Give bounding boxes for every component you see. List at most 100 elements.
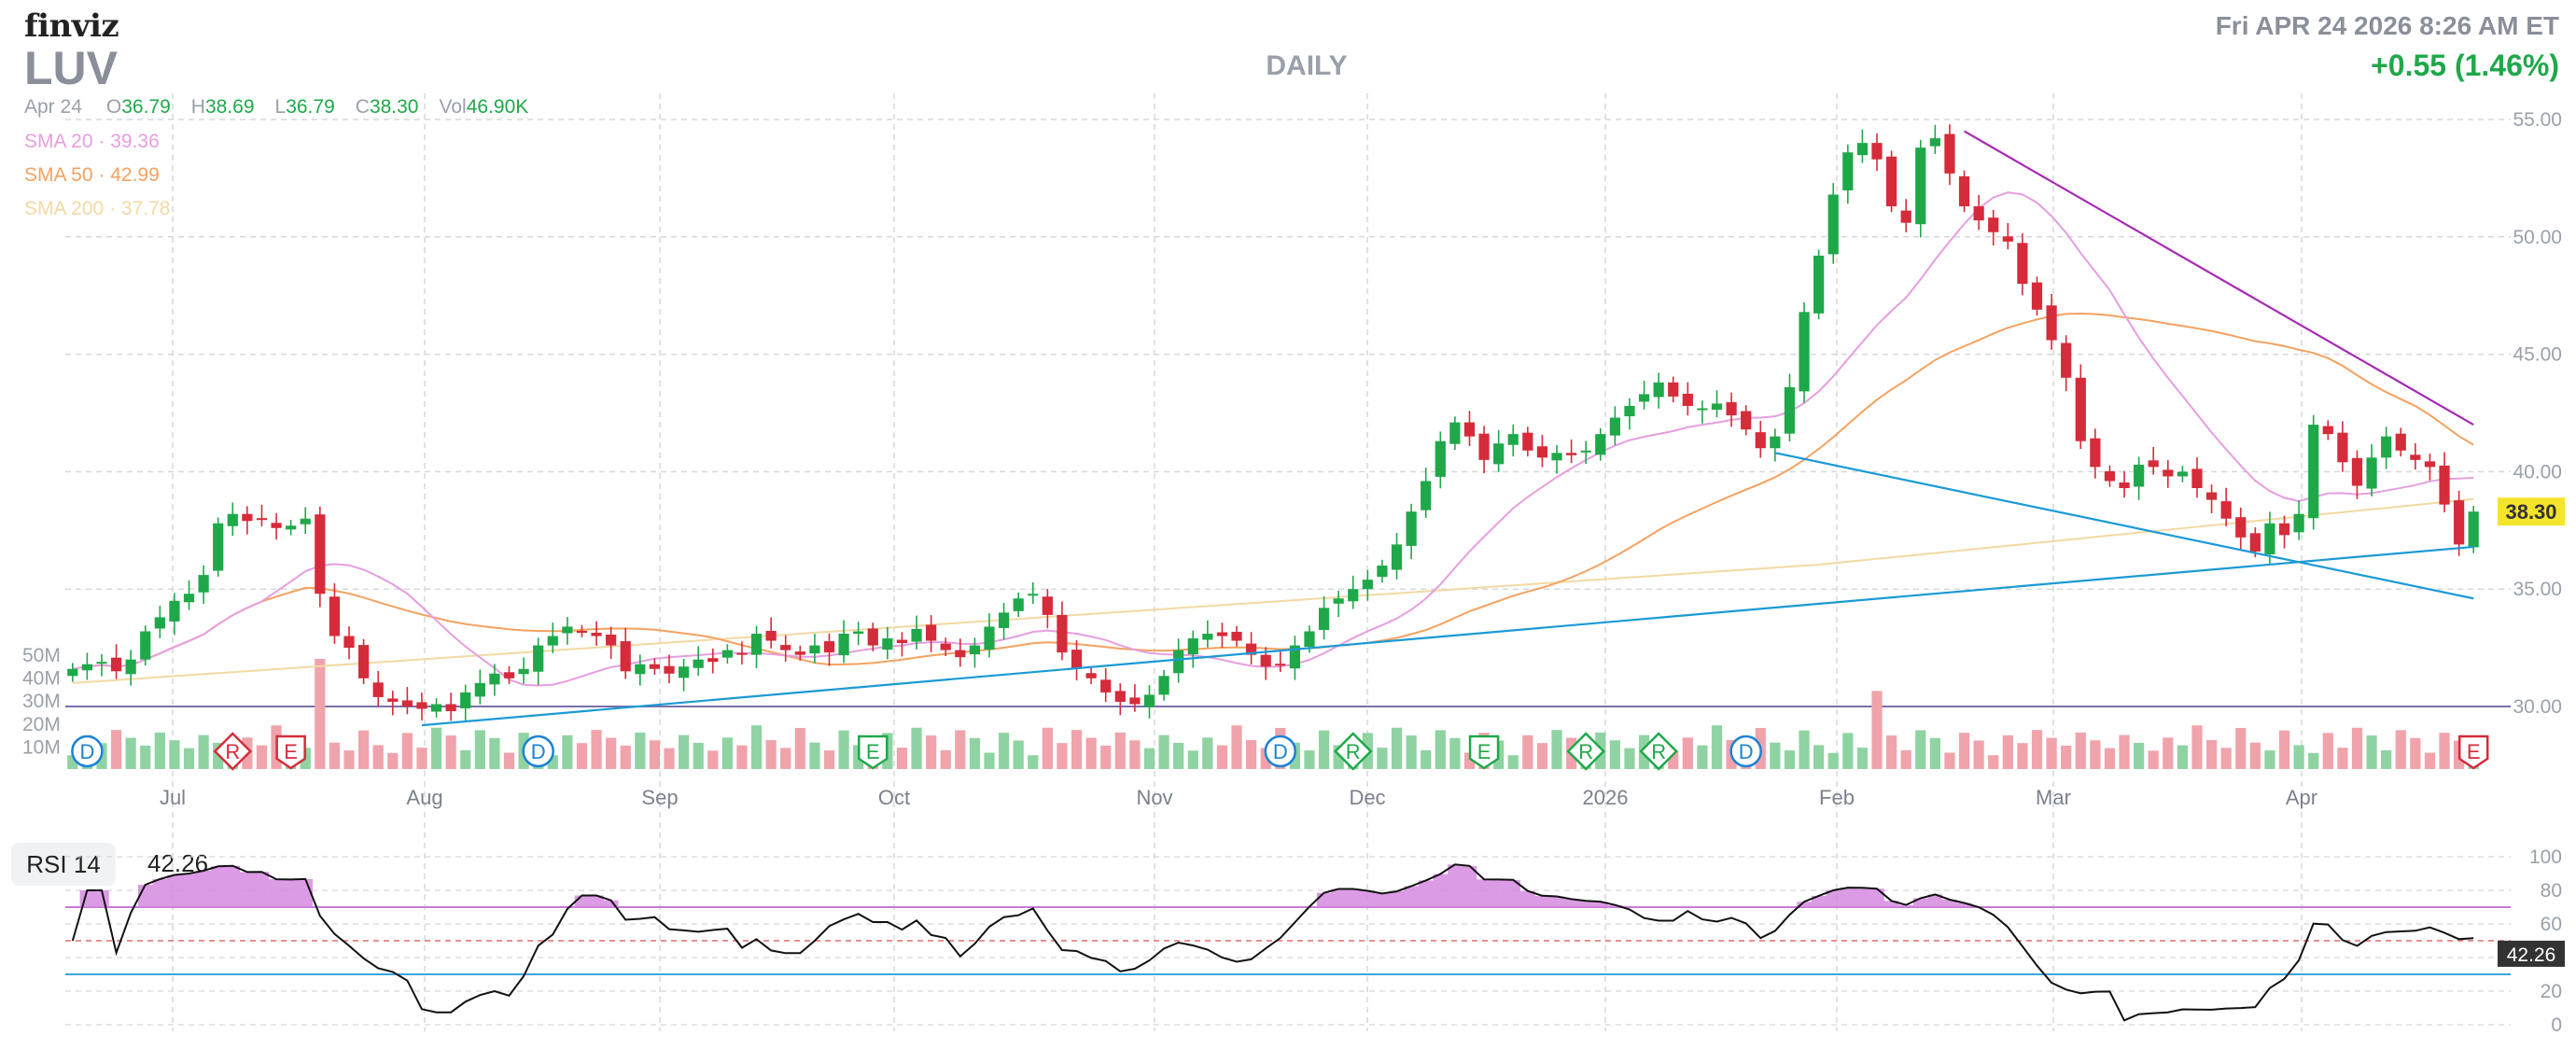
rsi-tick-label: 0 [2551, 1014, 2562, 1036]
candle-body [2205, 492, 2218, 500]
candle-body [1711, 403, 1723, 410]
sma20-legend[interactable]: SMA 20 · 39.36 [24, 131, 160, 152]
finviz-logo[interactable]: finviz [24, 7, 119, 45]
rating-icon [1639, 732, 1678, 771]
volume-bar [765, 740, 777, 769]
trendline-support [421, 545, 2474, 727]
candle-body [2249, 533, 2261, 552]
candle-body [1944, 133, 1955, 174]
volume-bar [1187, 750, 1198, 769]
date-tick-label: Apr [2286, 786, 2317, 809]
volume-bar [372, 745, 384, 769]
timeframe-label[interactable]: DAILY [1266, 50, 1348, 81]
volume-bar [2308, 752, 2319, 769]
candle-body [1362, 580, 1373, 590]
candle-body [1100, 679, 1112, 692]
volume-bar [1609, 740, 1620, 769]
candle-body [1507, 434, 1519, 445]
ohlc-open-label: O [105, 96, 122, 118]
candle-body [300, 518, 311, 524]
candle-body [372, 682, 384, 697]
volume-bar [1085, 737, 1097, 769]
candle-body [969, 645, 981, 655]
candle-body [227, 513, 238, 526]
candle-body [1406, 511, 1417, 546]
candle-body [1770, 436, 1781, 449]
volume-bar [1770, 742, 1781, 769]
volume-bar [998, 733, 1010, 769]
volume-bar [343, 750, 355, 769]
candle-body [547, 636, 558, 646]
event-marker-letter: D [531, 740, 546, 763]
volume-bar [1143, 748, 1155, 769]
volume-bar [1624, 748, 1635, 769]
volume-bar [2177, 745, 2189, 769]
volume-bar [110, 730, 122, 769]
rsi-label-badge[interactable]: RSI 14 [11, 843, 116, 886]
candle-body [984, 626, 995, 650]
volume-bar [401, 733, 413, 769]
volume-tick-label: 30M [22, 691, 61, 712]
earnings-icon [1468, 734, 1500, 770]
candle-body [2104, 470, 2116, 482]
volume-bar [1449, 737, 1461, 769]
volume-bar [1871, 691, 1883, 769]
price-tick-label: 40.00 [2513, 461, 2562, 483]
candle-body [1885, 156, 1897, 207]
volume-bar [1697, 745, 1708, 769]
volume-bar [721, 737, 733, 769]
candle-body [1463, 422, 1476, 437]
volume-bar [2046, 737, 2057, 769]
candle-body [286, 525, 297, 530]
volume-bar [2090, 740, 2101, 769]
sma200-legend[interactable]: SMA 200 · 37.78 [24, 198, 171, 219]
sma50-legend[interactable]: SMA 50 · 42.99 [24, 164, 160, 186]
candle-body [1129, 697, 1141, 705]
sma200-label: SMA 200 [24, 198, 105, 219]
volume-bar [2264, 750, 2275, 769]
candle-body [1377, 566, 1388, 578]
candle-body [2163, 469, 2174, 477]
volume-bar [1915, 730, 1926, 769]
volume-bar [664, 748, 675, 769]
rsi-tick-label: 60 [2541, 914, 2562, 935]
volume-bar [169, 740, 180, 769]
volume-bar [1231, 725, 1242, 769]
candle-body [1057, 614, 1068, 653]
candle-body [2191, 469, 2203, 489]
candle-body [620, 641, 631, 672]
candle-body [1275, 664, 1286, 666]
candle-body [401, 700, 413, 706]
candle-body [1958, 175, 1970, 207]
last-price-tag [2498, 497, 2565, 526]
earnings-icon [858, 734, 889, 770]
volume-bar [1668, 750, 1679, 769]
ohlc-high-label: H [190, 96, 205, 118]
volume-bar [955, 730, 966, 769]
date-tick-label: 2026 [1583, 786, 1629, 809]
rsi-line [71, 863, 2474, 1022]
rating-icon [1566, 732, 1605, 771]
candle-body [1871, 143, 1883, 160]
date-tick-label: Jul [160, 786, 186, 809]
candle-body [140, 631, 151, 660]
candle-body [2454, 500, 2465, 545]
datetime-label: Fri APR 24 2026 8:26 AM ET [2215, 11, 2559, 40]
volume-bar [2075, 732, 2086, 769]
volume-bar [1377, 748, 1388, 769]
volume-bar [183, 748, 195, 769]
rsi-tick-label: 80 [2541, 880, 2562, 902]
volume-bar [2031, 730, 2043, 769]
candle-body [329, 596, 341, 636]
price-tick-label: 45.00 [2513, 344, 2562, 366]
candle-body [2031, 282, 2043, 310]
candle-body [1856, 143, 1869, 156]
volume-bar [2410, 737, 2421, 769]
candle-body [1522, 432, 1533, 451]
candle-body [1391, 544, 1403, 570]
sma20-label: SMA 20 [24, 131, 93, 152]
candle-body [2017, 243, 2028, 285]
volume-bar [430, 727, 442, 769]
candle-body [489, 673, 500, 685]
